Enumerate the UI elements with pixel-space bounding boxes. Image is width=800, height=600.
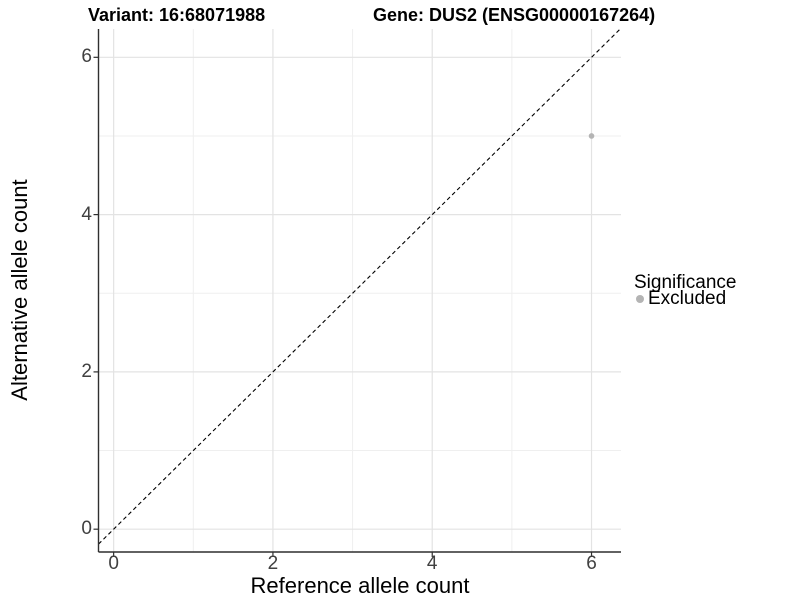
x-tick-label: 2 [267, 553, 279, 574]
y-axis-title: Alternative allele count [7, 179, 32, 401]
x-tick-label: 6 [586, 553, 597, 574]
plot-title-variant: Variant: 16:68071988 [88, 5, 266, 25]
identity-dashed-line [98, 28, 621, 545]
y-tick-label: 2 [81, 360, 92, 382]
y-tick-label: 0 [81, 518, 92, 540]
data-point-excluded [588, 133, 595, 139]
y-tick-label: 4 [81, 203, 92, 225]
legend-item-label: Excluded [648, 288, 727, 309]
legend-title: Significance [634, 272, 737, 293]
x-axis-title: Reference allele count [250, 573, 470, 598]
legend-item-excluded: Excluded [636, 288, 726, 310]
x-tick-label: 0 [108, 553, 119, 574]
legend-point-icon [636, 295, 644, 303]
plot-title-gene: Gene: DUS2 (ENSG00000167264) [373, 5, 656, 25]
y-tick-label: 6 [81, 46, 92, 68]
x-tick-label: 4 [426, 553, 438, 574]
